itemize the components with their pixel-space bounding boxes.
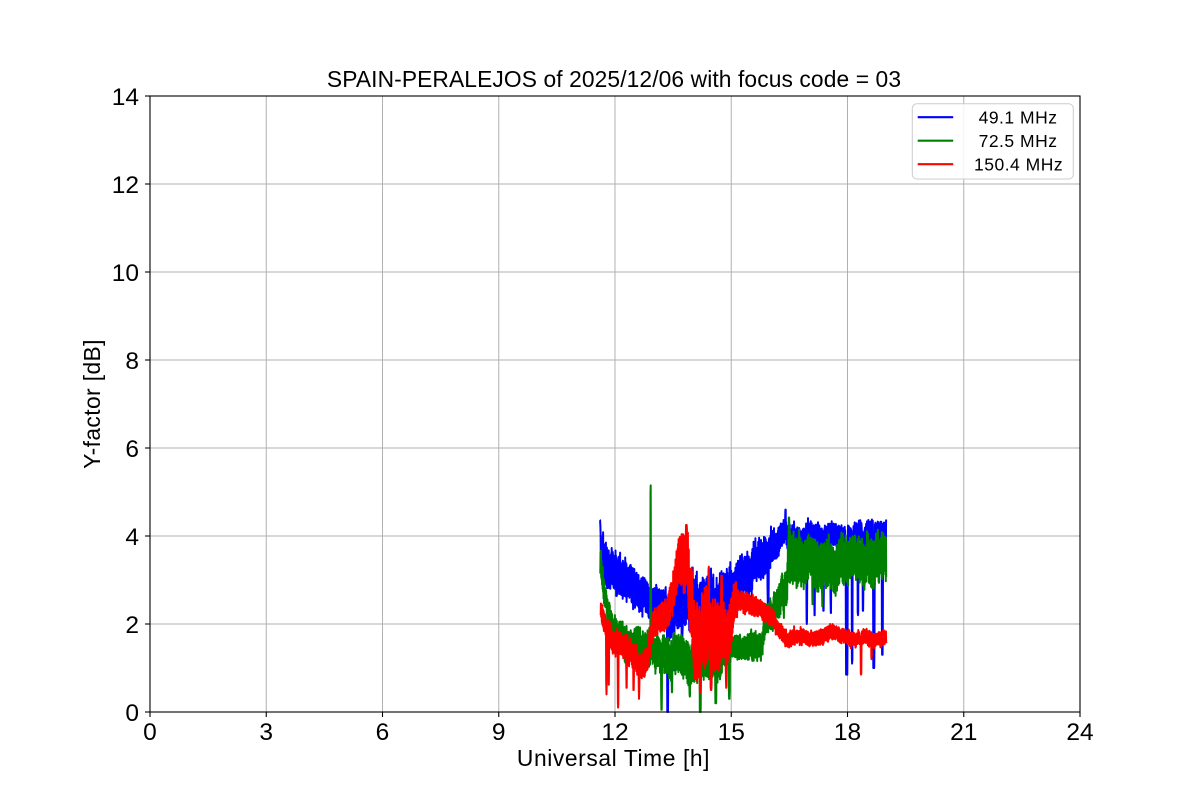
svg-text:14: 14: [112, 84, 139, 111]
svg-text:4: 4: [125, 524, 139, 551]
svg-text:49.1 MHz: 49.1 MHz: [979, 108, 1058, 128]
svg-text:10: 10: [112, 260, 139, 287]
svg-text:6: 6: [125, 436, 139, 463]
svg-text:2: 2: [125, 612, 139, 639]
svg-text:72.5 MHz: 72.5 MHz: [979, 131, 1058, 151]
svg-text:9: 9: [492, 719, 506, 746]
svg-text:15: 15: [718, 719, 745, 746]
svg-text:Y-factor [dB]: Y-factor [dB]: [79, 339, 105, 469]
svg-text:21: 21: [950, 719, 977, 746]
svg-text:0: 0: [125, 700, 139, 727]
svg-text:Universal Time [h]: Universal Time [h]: [517, 745, 710, 771]
svg-text:150.4 MHz: 150.4 MHz: [974, 155, 1063, 175]
svg-text:SPAIN-PERALEJOS of 2025/12/06: SPAIN-PERALEJOS of 2025/12/06 with focus…: [327, 66, 901, 92]
svg-text:12: 12: [601, 719, 628, 746]
svg-text:18: 18: [834, 719, 861, 746]
svg-text:0: 0: [143, 719, 157, 746]
svg-text:6: 6: [376, 719, 390, 746]
svg-text:12: 12: [112, 172, 139, 199]
svg-text:8: 8: [125, 348, 139, 375]
svg-text:3: 3: [259, 719, 273, 746]
svg-text:24: 24: [1066, 719, 1093, 746]
